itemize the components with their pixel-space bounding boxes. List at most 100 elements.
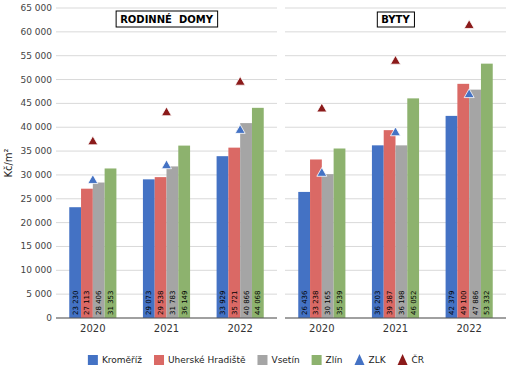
data-label: 47 886 bbox=[472, 290, 480, 315]
data-label: 28 406 bbox=[95, 290, 103, 315]
panel: KroměřížKroměřížKroměřížUherské Hradiště… bbox=[285, 8, 506, 334]
data-label: 49 100 bbox=[460, 291, 468, 316]
x-tick-label: 2021 bbox=[383, 323, 408, 334]
data-label: 33 929 bbox=[219, 291, 227, 316]
bar: Vsetín bbox=[469, 90, 481, 318]
legend-swatch bbox=[312, 355, 322, 365]
y-tick-label: 50 000 bbox=[21, 75, 53, 85]
legend-label: Kroměříž bbox=[102, 355, 142, 365]
data-label: 46 052 bbox=[410, 291, 418, 316]
data-label: 36 149 bbox=[181, 291, 189, 316]
legend-swatch bbox=[154, 355, 164, 365]
bar: Kroměříž bbox=[69, 207, 81, 318]
title-frame bbox=[377, 12, 414, 27]
x-tick-label: 2021 bbox=[154, 323, 179, 334]
data-label: 29 538 bbox=[157, 291, 165, 316]
legend-item: ČR bbox=[398, 354, 425, 365]
legend-swatch bbox=[257, 355, 267, 365]
chart: 05 00010 00015 00020 00025 00030 00035 0… bbox=[0, 0, 512, 375]
bar: Uherské Hradiště bbox=[457, 84, 469, 318]
x-tick-label: 2020 bbox=[80, 323, 105, 334]
data-label: 29 073 bbox=[145, 291, 153, 316]
x-tick-label: 2022 bbox=[227, 323, 252, 334]
marker: ZLK bbox=[317, 168, 327, 177]
bar: Uherské Hradiště bbox=[155, 177, 167, 318]
data-label: 31 353 bbox=[107, 291, 115, 316]
marker: ČR bbox=[162, 107, 172, 116]
marker: ČR bbox=[317, 103, 327, 112]
x-tick-label: 2022 bbox=[456, 323, 481, 334]
legend-label: ČR bbox=[412, 354, 425, 365]
marker: ZLK bbox=[464, 89, 474, 98]
legend-item: ZLK bbox=[354, 354, 386, 365]
legend-swatch bbox=[88, 355, 98, 365]
legend-item: Kroměříž bbox=[88, 355, 142, 365]
bar: Kroměříž bbox=[217, 156, 229, 318]
grid-line bbox=[56, 79, 277, 80]
grid-line bbox=[56, 8, 277, 9]
title-box: BYTY bbox=[377, 12, 414, 27]
legend-label: Zlín bbox=[326, 355, 343, 365]
grid-line bbox=[56, 55, 277, 56]
x-axis bbox=[56, 318, 277, 319]
data-label: 39 387 bbox=[386, 291, 394, 316]
marker: ČR bbox=[464, 20, 474, 29]
data-labels: 26 43636 20342 37933 23839 38749 10030 1… bbox=[301, 290, 492, 315]
data-label: 53 332 bbox=[483, 291, 491, 316]
bar: Uherské Hradiště bbox=[384, 130, 396, 318]
y-tick-label: 35 000 bbox=[21, 146, 53, 156]
data-label: 27 113 bbox=[83, 291, 91, 316]
y-tick-label: 20 000 bbox=[21, 218, 53, 228]
legend: Kroměříž Uherské Hradiště Vsetín Zlín ZLK ČR bbox=[88, 354, 424, 365]
bar: Zlín bbox=[407, 98, 419, 318]
data-label: 31 783 bbox=[169, 291, 177, 316]
y-tick-label: 55 000 bbox=[21, 51, 53, 61]
marker: ČR bbox=[391, 55, 401, 64]
bar: Kroměříž bbox=[446, 116, 458, 318]
bar: Kroměříž bbox=[372, 145, 384, 318]
grid-line bbox=[56, 31, 277, 32]
y-tick-label: 25 000 bbox=[21, 194, 53, 204]
data-label: 40 866 bbox=[243, 290, 251, 315]
y-tick-label: 5 000 bbox=[26, 289, 52, 299]
marks: KroměřížKroměřížKroměřížUherské Hradiště… bbox=[298, 20, 492, 318]
grid-line bbox=[285, 318, 506, 319]
y-tick-label: 60 000 bbox=[21, 27, 53, 37]
bar: Zlín bbox=[334, 149, 346, 318]
legend-swatch bbox=[398, 354, 408, 365]
y-tick-label: 40 000 bbox=[21, 122, 53, 132]
grid-line bbox=[285, 31, 506, 32]
bar: Vsetín bbox=[167, 166, 179, 318]
bar: Uherské Hradiště bbox=[228, 148, 240, 318]
legend-label: Uherské Hradiště bbox=[168, 355, 246, 365]
bar: Zlín bbox=[105, 168, 117, 318]
title-frame bbox=[116, 11, 218, 27]
bar: Vsetín bbox=[240, 123, 252, 318]
y-tick-label: 65 000 bbox=[21, 3, 53, 13]
data-label: 36 198 bbox=[398, 291, 406, 316]
marker: ZLK bbox=[235, 125, 245, 134]
data-label: 30 165 bbox=[324, 291, 332, 316]
data-label: 42 379 bbox=[448, 291, 456, 316]
title-box: RODINNÉ DOMY bbox=[116, 11, 218, 27]
marks: KroměřížKroměřížKroměřížUherské Hradiště… bbox=[69, 76, 263, 318]
bar: Uherské Hradiště bbox=[81, 189, 93, 318]
data-label: 36 203 bbox=[374, 291, 382, 316]
grid-line bbox=[56, 103, 277, 104]
bar: Vsetín bbox=[396, 145, 408, 318]
bar: Kroměříž bbox=[298, 192, 310, 318]
y-tick-label: 15 000 bbox=[21, 241, 53, 251]
legend-item: Uherské Hradiště bbox=[154, 355, 246, 365]
marker: ZLK bbox=[162, 160, 172, 169]
data-label: 23 230 bbox=[72, 291, 80, 316]
legend-label: Vsetín bbox=[271, 355, 299, 365]
title: BYTY bbox=[381, 14, 410, 25]
bar: Zlín bbox=[481, 64, 493, 318]
data-labels: 23 23029 07333 92927 11329 53835 72128 4… bbox=[72, 290, 263, 315]
legend-item: Vsetín bbox=[257, 355, 299, 365]
y-tick-label: 45 000 bbox=[21, 98, 53, 108]
bar: Vsetín bbox=[322, 174, 334, 318]
y-tick-label: 0 bbox=[46, 313, 52, 323]
x-tick-label: 2020 bbox=[309, 323, 334, 334]
bar: Zlín bbox=[178, 146, 190, 318]
